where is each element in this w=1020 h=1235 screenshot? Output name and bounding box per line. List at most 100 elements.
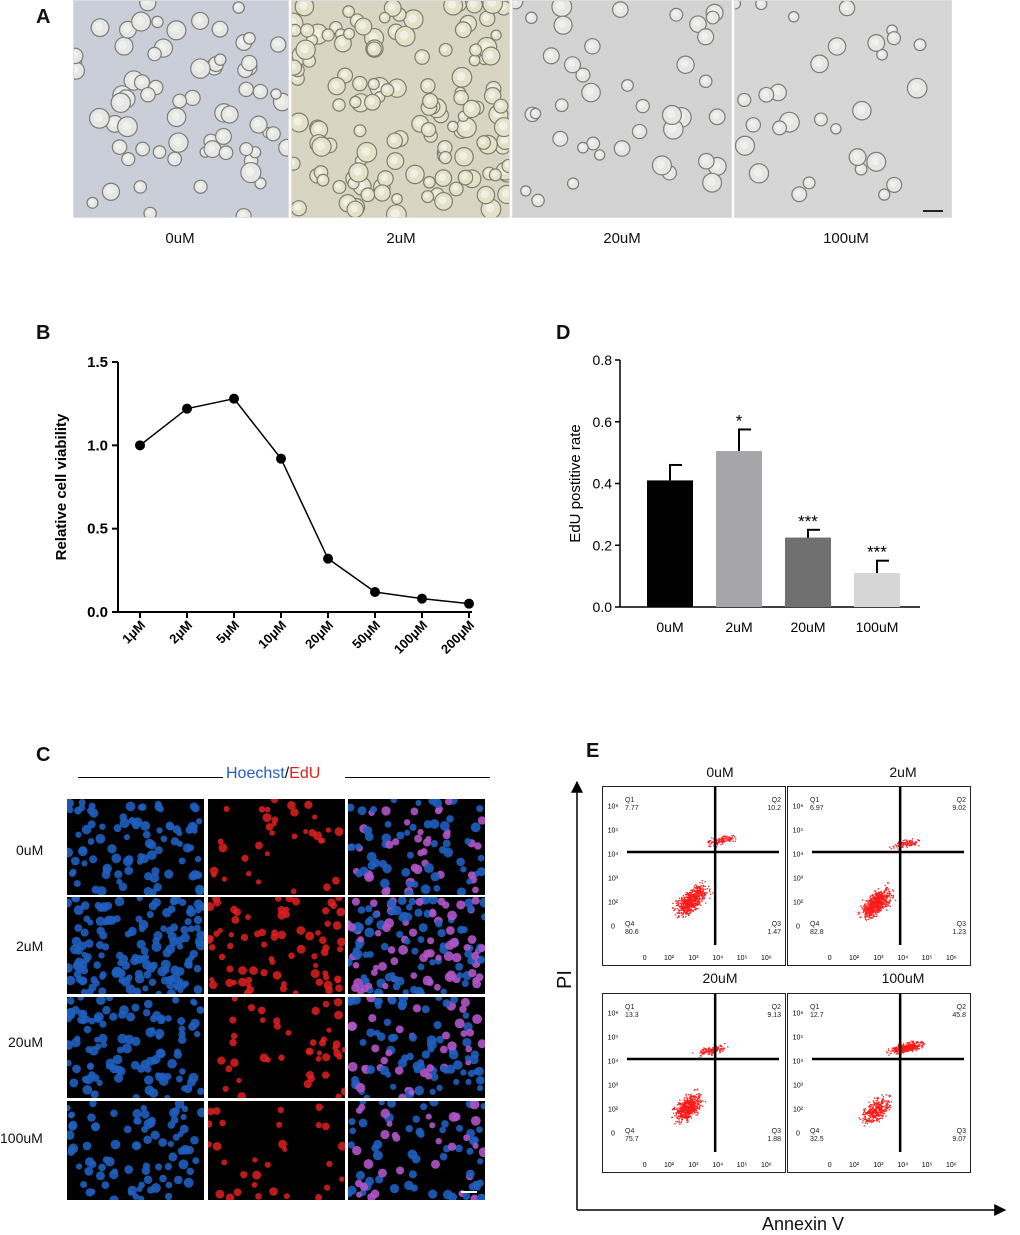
x-tick-label: 100μM (391, 618, 430, 657)
slash-label: / (284, 765, 290, 782)
data-point (182, 403, 192, 414)
x-tick-label: 20μM (302, 618, 336, 652)
flow-plot: 0 0 10² 10² 10³ 10³ 10⁴ 10⁴ 10⁵ 10⁵ 10⁶ 10⁶ Q1 12.7 Q2… (787, 993, 971, 1173)
hoechst-image (67, 997, 204, 1098)
y-tick-label: 1.0 (87, 437, 108, 454)
y-tick-label: 10⁶ (793, 1011, 804, 1018)
x-tick-label: 10² (849, 1162, 860, 1169)
label-a-2um: 2uM (386, 230, 416, 247)
viability-line-chart: 0.0 0.5 1.0 1.5 Relative cell viability 1μM 2μ… (53, 354, 477, 657)
y-tick-label: 10⁶ (793, 804, 804, 811)
y-tick-label: 0.2 (593, 537, 613, 553)
row-label-2um: 2uM (16, 938, 44, 954)
header-line-right (345, 777, 490, 778)
merge-image (348, 799, 485, 895)
quadrant-label-q3: Q3 1.23 (952, 921, 966, 936)
x-tick-label: 5μM (213, 618, 242, 647)
y-tick-label: 10⁵ (793, 1035, 804, 1042)
edu-image (208, 799, 345, 895)
header-line-left (78, 777, 223, 778)
cells-image-2 (513, 1, 731, 217)
x-tick-label: 10² (664, 1162, 675, 1169)
bar (854, 573, 900, 607)
x-tick-label: 0 (828, 1162, 832, 1169)
quadrant-label-q2: Q2 9.02 (952, 797, 966, 812)
y-axis-label: EdU postitive rate (567, 424, 584, 542)
flow-axes (571, 780, 1007, 1216)
significance-label: *** (867, 543, 887, 562)
y-tick-label: 10⁶ (608, 1011, 619, 1018)
x-tick-label: 10² (664, 955, 675, 962)
y-tick-label: 10² (793, 1107, 804, 1114)
edu-label: EdU (289, 765, 321, 782)
y-tick-label: 10³ (608, 1083, 619, 1090)
x-tick-label: 2uM (725, 619, 752, 635)
micrograph-0um (73, 0, 289, 218)
annexin-axis-label: Annexin V (762, 1214, 845, 1234)
x-tick-label: 10⁶ (761, 1162, 772, 1169)
y-tick-label: 0.5 (87, 521, 108, 538)
panel-a-letter: A (36, 6, 51, 28)
flow-plot: 0 0 10² 10² 10³ 10³ 10⁴ 10⁴ 10⁵ 10⁵ 10⁶ 10⁶ Q1 7.77 Q2… (602, 786, 786, 966)
y-tick-label: 10⁵ (608, 828, 619, 835)
significance-label: *** (798, 512, 818, 531)
x-tick-label: 0 (643, 955, 647, 962)
stain-header: Hoechst/EdU (226, 765, 320, 783)
panel-b-letter: B (36, 322, 51, 344)
merge-image (348, 997, 485, 1098)
edu-image (208, 997, 345, 1098)
panel-e-letter: E (586, 740, 600, 762)
y-tick-label: 10⁴ (793, 1059, 804, 1066)
y-tick-label: 0.0 (87, 604, 108, 621)
pi-axis-label: PI (553, 970, 576, 989)
quadrant-label-q4: Q4 80.6 (625, 921, 639, 936)
y-tick-label: 0 (611, 924, 615, 931)
x-tick-label: 10³ (688, 955, 699, 962)
significance-label: * (736, 411, 743, 430)
flow-title: 100uM (881, 970, 925, 986)
y-tick-label: 0 (796, 924, 800, 931)
hoechst-image (67, 1101, 204, 1200)
hoechst-image (67, 799, 204, 895)
flow-plot: 0 0 10² 10² 10³ 10³ 10⁴ 10⁴ 10⁵ 10⁵ 10⁶ 10⁶ Q1 6.97 Q2… (787, 786, 971, 966)
data-point (229, 393, 239, 404)
y-tick-label: 10² (793, 900, 804, 907)
y-tick-label: 10³ (793, 876, 804, 883)
flow-title: 20uM (702, 970, 738, 986)
y-tick-label: 10⁶ (608, 804, 619, 811)
y-tick-label: 10⁴ (608, 1059, 619, 1066)
y-tick-label: 10³ (608, 876, 619, 883)
bar (647, 480, 693, 607)
x-tick-label: 50μM (349, 618, 383, 652)
y-tick-label: 0.0 (593, 599, 613, 615)
quadrant-label-q4: Q4 32.5 (810, 1128, 824, 1143)
merge-image (348, 897, 485, 994)
x-tick-label: 10⁵ (737, 1162, 748, 1169)
x-tick-label: 10³ (688, 1162, 699, 1169)
hoechst-label: Hoechst (226, 765, 285, 782)
x-tick-label: 10⁶ (946, 1162, 957, 1169)
y-tick-label: 0.4 (593, 476, 613, 492)
row-label-20um: 20uM (8, 1034, 44, 1050)
x-tick-label: 0 (828, 955, 832, 962)
data-point (417, 593, 427, 604)
hoechst-image (67, 897, 204, 994)
x-tick-label: 10⁴ (897, 1162, 908, 1169)
x-tick-label: 10⁴ (897, 955, 908, 962)
edu-bar-chart: 0.0 0.2 0.4 0.6 0.8 EdU postitive rate 0uM * 2uM… (567, 352, 920, 635)
x-tick-label: 10⁴ (712, 955, 723, 962)
x-tick-label: 10μM (255, 618, 289, 652)
y-tick-label: 1.5 (87, 354, 108, 371)
x-tick-label: 2μM (166, 618, 195, 647)
cells-image-3 (735, 1, 951, 217)
flow-title: 0uM (706, 764, 734, 780)
x-tick-label: 0 (643, 1162, 647, 1169)
x-tick-label: 10⁴ (712, 1162, 723, 1169)
viability-line (139, 397, 470, 605)
y-tick-label: 10⁵ (608, 1035, 619, 1042)
data-point (135, 440, 145, 451)
quadrant-label-q3: Q3 9.07 (952, 1128, 966, 1143)
label-a-0um: 0uM (165, 230, 195, 247)
x-tick-label: 10⁵ (737, 955, 748, 962)
quadrant-label-q1: Q1 6.97 (810, 797, 824, 812)
